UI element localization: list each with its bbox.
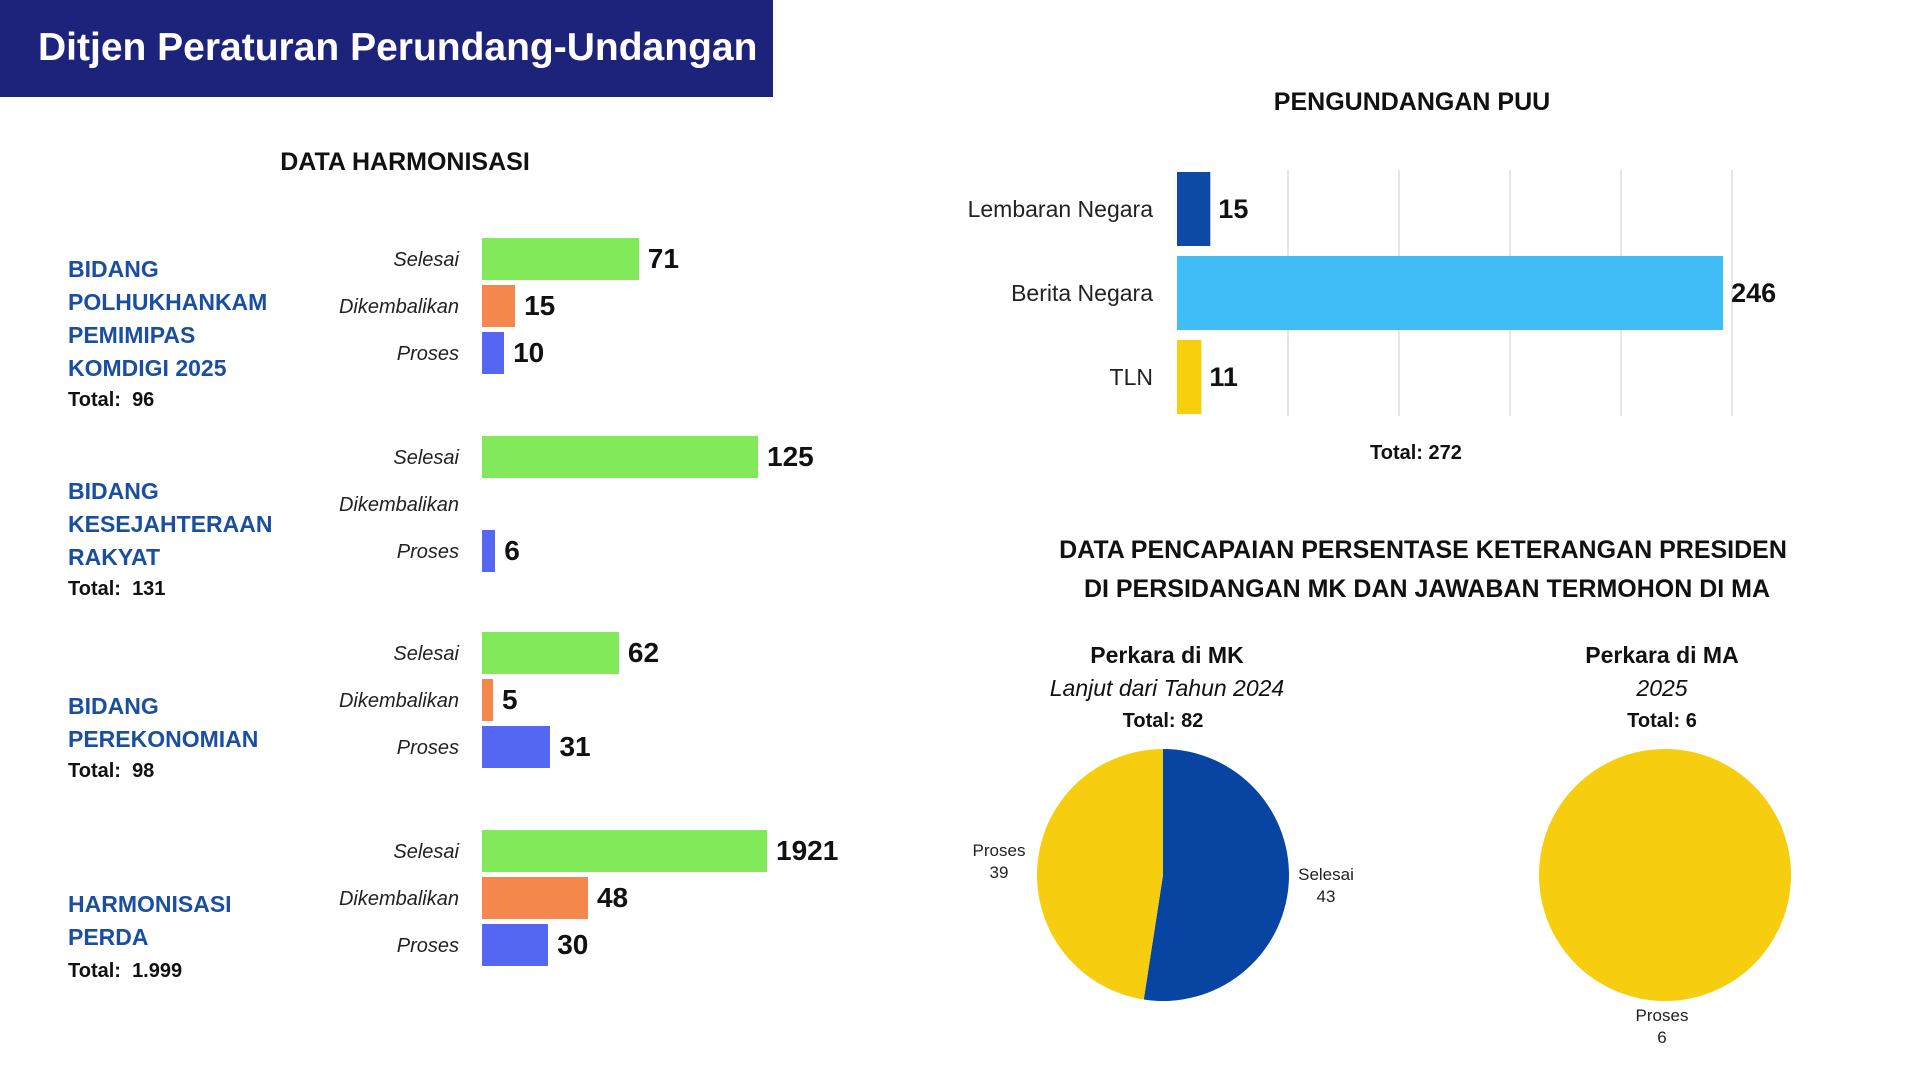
harmonisasi-bar-value: 5 — [502, 684, 518, 715]
harmonisasi-bar — [482, 436, 758, 478]
pengundangan-bar — [1177, 256, 1724, 330]
ma-pie-chart: Proses 6 — [1539, 749, 1791, 1047]
pengundangan-chart: Lembaran Negara 15 Berita Negara 246 TLN 11 — [968, 170, 1776, 416]
mk-title: Perkara di MK — [1090, 642, 1244, 668]
pengundangan-bar-value: 15 — [1218, 194, 1248, 224]
harmonisasi-bar-value: 1921 — [776, 835, 839, 866]
mk-pie-slice — [1036, 749, 1163, 1000]
mk-pie-chart: Selesai 43 Proses 39 — [973, 749, 1354, 1001]
harmonisasi-category-label: Dikembalikan — [338, 296, 459, 318]
harmonisasi-category-label: Proses — [396, 541, 459, 563]
harmonisasi-bar-value: 31 — [559, 731, 591, 762]
harmonisasi-bar — [482, 632, 619, 674]
harmonisasi-bar — [482, 924, 549, 966]
pengundangan-category-label: Berita Negara — [1011, 280, 1153, 306]
harmonisasi-category-label: Dikembalikan — [338, 888, 459, 910]
harmonisasi-group-total: Total: 1.999 — [68, 960, 183, 982]
pengundangan-category-label: Lembaran Negara — [968, 196, 1154, 222]
mk-pie-slice — [1143, 749, 1289, 1001]
pengundangan-total: Total: 272 — [1370, 442, 1462, 464]
harmonisasi-bar — [482, 530, 496, 572]
harmonisasi-group-name: BIDANG POLHUKHANKAM PEMIMIPAS KOMDIGI 20… — [68, 256, 268, 381]
mk-pie-slice-value: 39 — [990, 863, 1009, 882]
pengundangan-bar-value: 246 — [1731, 278, 1776, 308]
ma-pie-slice — [1539, 749, 1791, 1001]
harmonisasi-group-name: BIDANG PEREKONOMIAN — [68, 693, 259, 752]
pencapaian-title-line2: DI PERSIDANGAN MK DAN JAWABAN TERMOHON D… — [1083, 575, 1771, 603]
harmonisasi-group-name: BIDANG KESEJAHTERAAN RAKYAT — [68, 478, 273, 570]
harmonisasi-bar — [482, 679, 494, 721]
harmonisasi-category-label: Dikembalikan — [338, 690, 459, 712]
harmonisasi-bar-value: 48 — [596, 882, 629, 913]
harmonisasi-group-name: HARMONISASI PERDA — [68, 891, 232, 950]
pengundangan-title: PENGUNDANGAN PUU — [1273, 88, 1551, 116]
harmonisasi-bar-value: 10 — [513, 337, 545, 368]
harmonisasi-bar-value: 15 — [524, 290, 556, 321]
ma-pie-slice-label: Proses — [1636, 1006, 1689, 1025]
pencapaian-title-line1: DATA PENCAPAIAN PERSENTASE KETERANGAN PR… — [1059, 536, 1787, 564]
ma-pie-slice-value: 6 — [1657, 1028, 1666, 1047]
ma-total: Total: 6 — [1627, 710, 1697, 732]
mk-total: Total: 82 — [1122, 710, 1204, 732]
mk-pie-slice-value: 43 — [1317, 887, 1336, 906]
harmonisasi-bar — [482, 726, 551, 768]
mk-pie-slice-label: Proses — [973, 841, 1026, 860]
harmonisasi-bar — [482, 238, 639, 280]
harmonisasi-category-label: Dikembalikan — [338, 494, 459, 516]
pengundangan-bar — [1177, 172, 1211, 246]
pengundangan-bar-value: 11 — [1209, 362, 1238, 392]
harmonisasi-category-label: Selesai — [393, 249, 459, 271]
harmonisasi-category-label: Proses — [396, 935, 459, 957]
page-title: Ditjen Peraturan Perundang-Undangan — [38, 26, 758, 69]
harmonisasi-bar — [482, 332, 505, 374]
harmonisasi-bar — [482, 285, 516, 327]
harmonisasi-category-label: Selesai — [393, 447, 459, 469]
pengundangan-bar — [1177, 340, 1202, 414]
pengundangan-category-label: TLN — [1110, 364, 1153, 390]
ma-title: Perkara di MA — [1585, 642, 1739, 668]
harmonisasi-title: DATA HARMONISASI — [280, 148, 530, 176]
harmonisasi-category-label: Proses — [396, 737, 459, 759]
harmonisasi-bar — [482, 830, 767, 872]
harmonisasi-group-total: Total: 98 — [68, 760, 155, 782]
harmonisasi-bar — [482, 877, 588, 919]
mk-pie-slice-label: Selesai — [1298, 865, 1354, 884]
harmonisasi-bar-value: 71 — [647, 243, 679, 274]
harmonisasi-category-label: Selesai — [393, 643, 459, 665]
mk-subtitle: Lanjut dari Tahun 2024 — [1049, 675, 1285, 701]
ma-subtitle: 2025 — [1636, 675, 1688, 701]
harmonisasi-bar-value: 6 — [504, 535, 520, 566]
harmonisasi-category-label: Selesai — [393, 841, 459, 863]
harmonisasi-bar-value: 125 — [767, 441, 814, 472]
harmonisasi-group-total: Total: 131 — [68, 578, 166, 600]
header-bar: Ditjen Peraturan Perundang-Undangan — [0, 0, 773, 97]
harmonisasi-bar-value: 30 — [557, 929, 589, 960]
harmonisasi-bar-value: 62 — [627, 637, 660, 668]
harmonisasi-category-label: Proses — [396, 343, 459, 365]
harmonisasi-group-total: Total: 96 — [68, 389, 155, 411]
